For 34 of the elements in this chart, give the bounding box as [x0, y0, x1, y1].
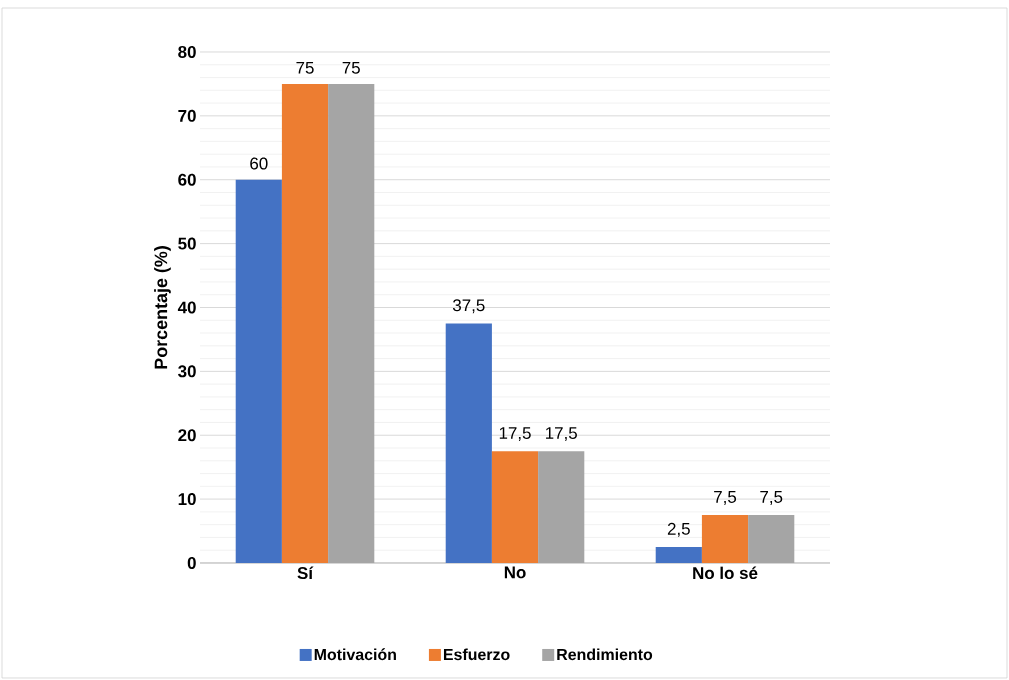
data-label: 17,5 — [546, 427, 577, 442]
y-tick-label: 70 — [178, 109, 196, 122]
bar — [655, 547, 702, 563]
y-tick-label: 60 — [178, 173, 196, 186]
data-label: 60 — [250, 157, 268, 170]
y-tick-label: 10 — [178, 493, 196, 506]
legend-label: Motivación — [314, 648, 396, 661]
y-tick-label: 50 — [178, 237, 196, 250]
y-tick-label: 20 — [178, 429, 196, 442]
bar — [538, 451, 585, 563]
y-tick-label: 30 — [178, 365, 196, 378]
bar — [445, 323, 492, 563]
data-label: 75 — [296, 61, 314, 74]
bar — [328, 83, 375, 563]
x-tick-label: Sí — [297, 566, 314, 580]
y-tick-label: 40 — [177, 301, 196, 314]
data-label: 7,5 — [760, 491, 783, 505]
data-label: 7,5 — [714, 491, 737, 505]
y-tick-label: 0 — [187, 556, 196, 569]
x-tick-label: No — [504, 566, 526, 579]
y-tick-label: 80 — [178, 45, 196, 58]
data-label: 37,5 — [452, 299, 485, 314]
bar — [235, 179, 282, 563]
legend-label: Esfuerzo — [443, 648, 510, 661]
bar — [491, 451, 539, 563]
data-label: 17,5 — [499, 427, 531, 442]
legend-label: Rendimiento — [557, 648, 653, 661]
bar — [701, 515, 749, 563]
y-axis-title: Porcentaje (%) — [154, 246, 171, 369]
bar — [281, 83, 329, 563]
x-tick-label: No lo sé — [693, 566, 758, 580]
data-label: 2,5 — [667, 522, 690, 537]
data-label: 75 — [342, 61, 360, 74]
bar — [748, 515, 795, 563]
